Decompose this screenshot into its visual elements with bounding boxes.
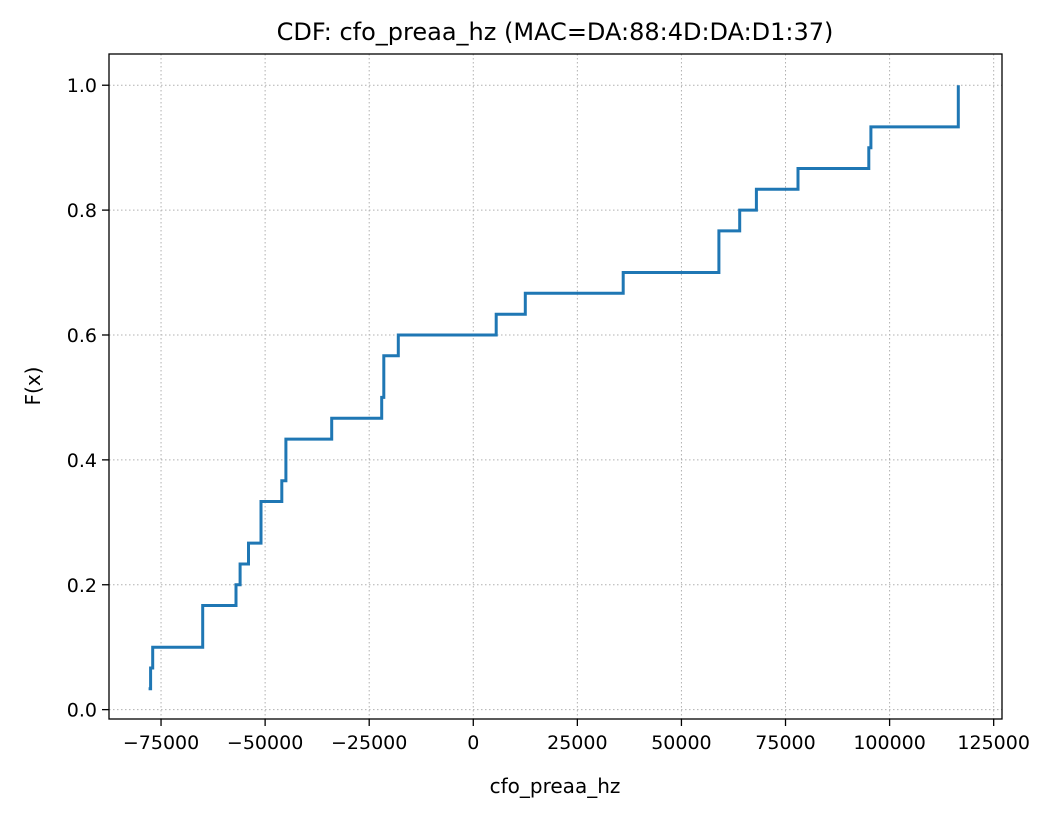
y-tick-label: 0.4 bbox=[67, 450, 97, 472]
x-tick-label: −75000 bbox=[123, 732, 199, 754]
y-tick-label: 1.0 bbox=[67, 75, 97, 97]
chart-title: CDF: cfo_preaa_hz (MAC=DA:88:4D:DA:D1:37… bbox=[277, 18, 834, 46]
y-tick-label: 0.2 bbox=[67, 575, 97, 597]
x-tick-label: 0 bbox=[467, 732, 479, 754]
y-tick-label: 0.6 bbox=[67, 325, 97, 347]
cdf-step-line bbox=[148, 85, 960, 691]
x-tick-label: −50000 bbox=[227, 732, 303, 754]
axis-ticks: −75000 −50000 −25000 0 25000 50000 75000 100000… bbox=[67, 75, 1030, 754]
grid-lines bbox=[109, 54, 1002, 719]
x-tick-label: 100000 bbox=[853, 732, 926, 754]
x-axis-label: cfo_preaa_hz bbox=[490, 774, 621, 798]
x-tick-label: 75000 bbox=[755, 732, 815, 754]
y-tick-label: 0.0 bbox=[67, 700, 97, 722]
plot-frame bbox=[108, 53, 1003, 720]
y-axis-label: F(x) bbox=[21, 367, 45, 406]
x-tick-label: −25000 bbox=[331, 732, 407, 754]
x-tick-label: 25000 bbox=[547, 732, 607, 754]
series-layer bbox=[148, 85, 960, 691]
x-tick-label: 50000 bbox=[651, 732, 711, 754]
y-tick-label: 0.8 bbox=[67, 200, 97, 222]
x-tick-label: 125000 bbox=[957, 732, 1030, 754]
